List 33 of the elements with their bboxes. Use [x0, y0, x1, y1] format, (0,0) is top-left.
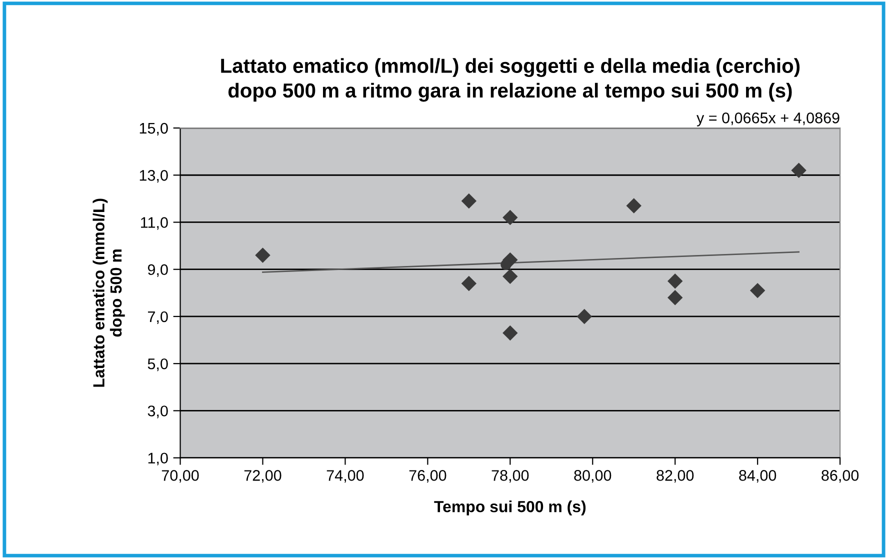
point	[502, 268, 518, 284]
y-tick-label: 9,0	[148, 264, 168, 277]
y-axis-title: Lattato ematico (mmol/L) dopo 500 m	[92, 198, 125, 387]
y-tick-label: 13,0	[140, 170, 168, 183]
y-tick-label: 5,0	[148, 358, 168, 372]
y-tick-label: 7,0	[148, 311, 168, 324]
y-tick-label: 3,0	[148, 406, 168, 418]
x-tick-label: 84,00	[739, 470, 776, 483]
x-tick-label: 70,00	[162, 470, 199, 483]
x-tick-label: 78,00	[492, 470, 529, 483]
point	[626, 198, 642, 214]
x-tick-label: 86,00	[822, 470, 859, 483]
x-tick-label: 80,00	[574, 470, 612, 483]
point	[667, 290, 683, 306]
point	[750, 282, 766, 298]
y-tick-label: 1,0	[148, 452, 168, 466]
point	[255, 248, 270, 263]
y-tick-label: 11,0	[141, 217, 168, 230]
y-tick-label: 15,0	[140, 122, 168, 136]
x-tick-label: 76,00	[409, 470, 446, 483]
chart-title: Lattato ematico (mmol/L) dei soggetti e della media (cerchio) dopo 500 m a ritmo gara in relazione al tempo sui 500 m (s)	[221, 58, 800, 102]
x-tick-label: 72,00	[244, 470, 282, 483]
point	[791, 162, 806, 178]
point	[502, 325, 518, 341]
point	[576, 308, 592, 324]
point	[667, 274, 683, 289]
point	[461, 276, 477, 292]
point	[502, 210, 518, 226]
x-tick-label: 74,00	[326, 470, 364, 483]
x-axis-title: Tempo sui 500 m (s)	[434, 500, 586, 516]
x-tick-label: 82,00	[656, 470, 694, 483]
point	[461, 193, 477, 209]
text: y = 0,0665x + 4,0869	[696, 112, 840, 126]
